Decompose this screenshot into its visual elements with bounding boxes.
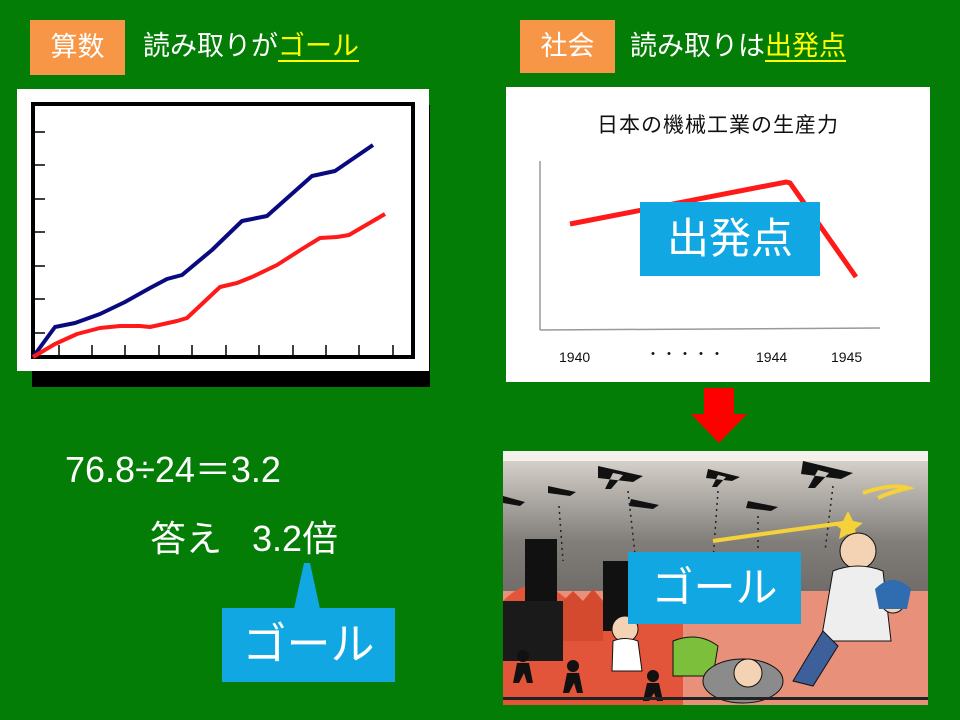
x-label-1945: 1945 <box>831 349 863 365</box>
heading-social: 読み取りは出発点 <box>630 22 846 72</box>
chart-title: 日本の機械工業の生産力 <box>597 113 839 137</box>
math-line-chart <box>17 89 430 387</box>
equation-text: 76.8÷24＝3.2 <box>65 449 281 490</box>
air-raid-illustration: ゴール <box>503 451 928 705</box>
x-label-ellipsis: ・・・・・ <box>646 346 726 362</box>
x-label-1944: 1944 <box>756 349 788 365</box>
blue-series-line <box>31 143 375 359</box>
heading-social-highlight: 出発点 <box>765 31 846 62</box>
answer-line: 答え 3.2倍 <box>150 514 338 564</box>
subject-tag-math: 算数 <box>30 20 125 75</box>
red-series-line <box>31 212 387 359</box>
production-chart: 日本の機械工業の生産力 1940 ・・・・・ 1944 1945 出発点 <box>506 87 930 382</box>
heading-math: 読み取りがゴール <box>143 22 359 72</box>
x-label-1940: 1940 <box>559 349 591 365</box>
start-callout: 出発点 <box>640 202 820 276</box>
answer-value: 3.2倍 <box>252 518 339 559</box>
heading-math-highlight: ゴール <box>278 31 359 62</box>
subject-tag-social: 社会 <box>520 20 615 73</box>
callout-pointer <box>292 563 322 609</box>
down-arrow-icon <box>690 388 748 444</box>
heading-math-prefix: 読み取りが <box>143 31 278 62</box>
heading-social-prefix: 読み取りは <box>630 31 765 62</box>
goal-callout-math: ゴール <box>222 608 395 682</box>
answer-label: 答え <box>150 518 223 559</box>
goal-callout-social: ゴール <box>628 552 801 624</box>
